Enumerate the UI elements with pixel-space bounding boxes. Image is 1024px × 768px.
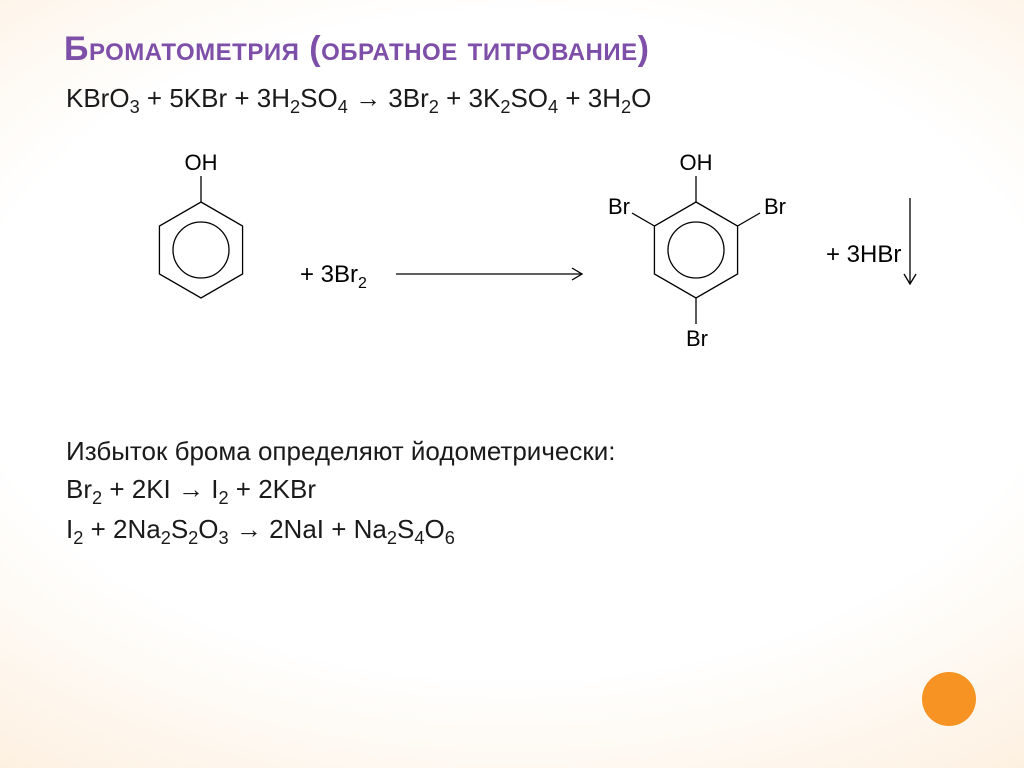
excess-bromine-line: Избыток брома определяют йодометрически: (66, 433, 964, 471)
phenol-structure: OH (159, 150, 242, 298)
br-label-3: Br (686, 326, 708, 351)
br-label-2: Br (764, 194, 786, 219)
equation-3: I2 + 2Na2S2O3 → 2NaI + Na2S4O6 (66, 511, 964, 552)
equation-2: Br2 + 2KI → I2 + 2KBr (66, 471, 964, 512)
br-label-1: Br (608, 194, 630, 219)
oh-label-right: OH (680, 150, 713, 175)
product-side-label: + 3HBr (826, 241, 901, 268)
bottom-equations: Избыток брома определяют йодометрически:… (66, 433, 964, 552)
down-arrow (904, 198, 916, 284)
oh-label-left: OH (185, 150, 218, 175)
slide-content: Броматометрия (обратное титрование) KBrO… (0, 0, 1024, 768)
tribromophenol-structure: OH Br Br Br (608, 150, 786, 351)
equation-main: KBrO3 + 5KBr + 3H2SO4 → 3Br2 + 3K2SO4 + … (66, 83, 964, 118)
slide-title: Броматометрия (обратное титрование) (64, 30, 964, 69)
reaction-svg: OH + 3Br2 OH (86, 126, 946, 406)
reaction-scheme: OH + 3Br2 OH (86, 126, 946, 411)
reaction-arrow (396, 268, 582, 280)
reagent-plus: + 3Br2 (300, 261, 367, 292)
accent-circle-icon (922, 672, 976, 726)
